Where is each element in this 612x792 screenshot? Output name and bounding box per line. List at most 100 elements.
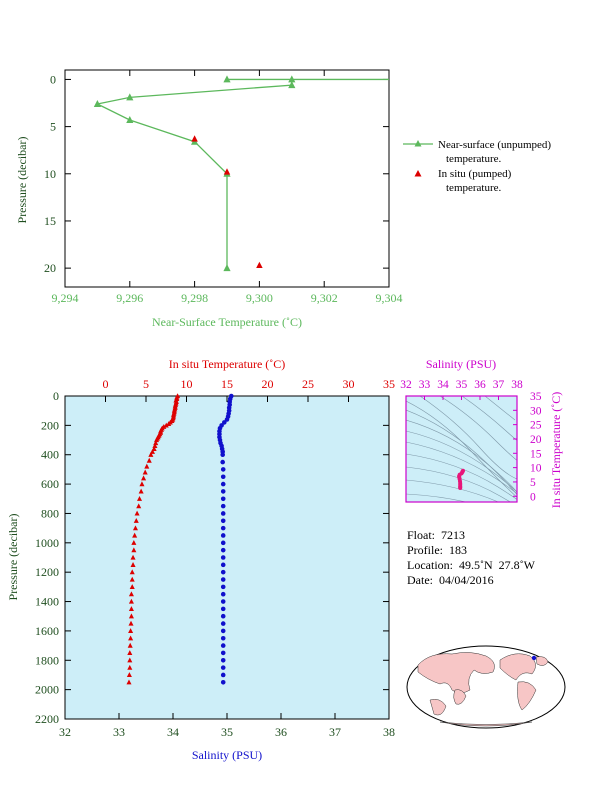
ts-x-tick-label: 36 — [474, 379, 486, 391]
temperature-point — [128, 613, 134, 619]
temperature-point — [139, 481, 145, 487]
near-surface-y-tick-label: 20 — [44, 261, 56, 275]
salinity-point — [220, 591, 226, 597]
temperature-tick-label: 5 — [143, 377, 149, 391]
salinity-point — [220, 481, 226, 487]
temperature-point — [129, 584, 135, 589]
salinity-tick-label: 35 — [221, 725, 233, 739]
near-surface-x-tick-label: 9,298 — [181, 291, 208, 305]
salinity-point — [220, 489, 226, 494]
temperature-tick-label: 20 — [262, 377, 274, 391]
temperature-point — [132, 525, 138, 531]
salinity-tick-label: 33 — [113, 725, 125, 739]
salinity-point — [220, 606, 226, 612]
near-surface-x-tick-label: 9,304 — [376, 291, 403, 305]
temperature-point — [154, 437, 160, 443]
profile-y-tick-label: 1800 — [35, 653, 59, 667]
temperature-point — [166, 421, 172, 426]
near-surface-x-tick-label: 9,296 — [116, 291, 143, 305]
salinity-point — [220, 562, 226, 568]
ts-y-tick-label: 0 — [530, 491, 536, 503]
temperature-point — [126, 672, 132, 678]
pumped-point — [256, 261, 263, 268]
date: Date: 04/04/2016 — [407, 573, 494, 587]
salinity-bottom-axis: 32 33 34 35 36 37 38 — [59, 713, 395, 739]
salinity-point — [220, 635, 226, 641]
temperature-point — [148, 451, 154, 457]
legend-label-unpumped: Near-surface (unpumped) — [438, 139, 551, 151]
salinity-point — [220, 599, 226, 604]
salinity-tick-label: 37 — [329, 725, 341, 739]
temperature-point — [131, 540, 137, 545]
profile-y-tick-label: 1400 — [35, 595, 59, 609]
salinity-point — [220, 533, 226, 538]
ts-y-tick-label: 25 — [530, 420, 542, 432]
temperature-tick-label: 25 — [302, 377, 314, 391]
temperature-point — [129, 569, 135, 575]
ts-x-label: Salinity (PSU) — [426, 357, 496, 371]
near-surface-y-tick-label: 5 — [50, 120, 56, 134]
near-surface-y-tick-label: 15 — [44, 214, 56, 228]
ts-y-tick-label: 20 — [530, 434, 542, 446]
temperature-point — [127, 642, 133, 648]
ts-y-tick-label: 30 — [530, 405, 542, 417]
temperature-top-axis: 0 5 10 15 20 25 30 35 — [103, 377, 395, 402]
salinity-point — [220, 503, 226, 509]
salinity-point — [220, 621, 226, 626]
salinity-point — [220, 518, 226, 524]
salinity-point — [220, 584, 226, 590]
temperature-point — [128, 598, 134, 604]
temperature-tick-label: 30 — [343, 377, 355, 391]
profile-y-axis: 0 200 400 600 800 1000 1200 1400 1600 1800 2000 220… — [35, 389, 389, 726]
salinity-point — [222, 420, 227, 425]
temperature-point — [133, 517, 139, 523]
ts-y-axis: 0 5 10 15 20 25 30 35 — [513, 391, 542, 503]
near-surface-x-tick-label: 9,302 — [311, 291, 338, 305]
legend-label-pumped: In situ (pumped) — [438, 168, 512, 180]
salinity-point — [220, 525, 226, 531]
ts-x-axis: 32 33 34 35 36 37 38 — [400, 379, 523, 400]
near-surface-point — [126, 93, 134, 101]
near-surface-point — [288, 75, 296, 83]
temperature-point — [128, 606, 134, 611]
temperature-tick-label: 15 — [221, 377, 233, 391]
temperature-point — [128, 628, 134, 634]
salinity-point — [220, 547, 226, 553]
salinity-point — [220, 569, 226, 575]
profile-y-tick-label: 0 — [53, 389, 59, 403]
profile-chart: 0200400600800100012001400160018002000220… — [6, 357, 395, 762]
temperature-point — [127, 650, 133, 656]
salinity-point — [220, 555, 226, 560]
near-surface-y-axis: 0 5 10 15 20 — [44, 72, 389, 275]
temperature-point — [141, 475, 147, 481]
profile-plot-frame — [64, 395, 390, 720]
near-surface-point — [288, 81, 296, 89]
temperature-point — [144, 463, 150, 469]
near-surface-point — [223, 75, 231, 83]
legend-label-pumped-2: temperature. — [446, 182, 502, 194]
salinity-axis-label: Salinity (PSU) — [192, 748, 262, 762]
salinity-point — [220, 628, 226, 634]
salinity-point — [220, 496, 226, 502]
temperature-point — [130, 562, 136, 567]
profile-y-tick-label: 2200 — [35, 712, 59, 726]
world-map — [406, 645, 566, 729]
legend: Near-surface (unpumped) temperature. In … — [403, 139, 551, 194]
temperature-point — [127, 664, 133, 670]
near-surface-x-tick-label: 9,294 — [52, 291, 79, 305]
near-surface-y-tick-label: 10 — [44, 167, 56, 181]
temperature-tick-label: 10 — [181, 377, 193, 391]
temperature-point — [146, 457, 152, 463]
temperature-point — [142, 469, 148, 475]
legend-label-unpumped-2: temperature. — [446, 153, 502, 165]
temperature-point — [136, 503, 142, 509]
ts-diagram: 32 33 34 35 36 37 38 0 5 10 15 20 25 30 35 Salinity (… — [400, 357, 563, 508]
ts-x-tick-label: 32 — [400, 379, 412, 391]
salinity-tick-label: 36 — [275, 725, 287, 739]
ts-series — [457, 468, 465, 490]
salinity-point — [220, 672, 226, 678]
profile-y-tick-label: 2000 — [35, 683, 59, 697]
profile-y-tick-label: 400 — [41, 448, 59, 462]
ts-y-tick-label: 10 — [530, 463, 542, 475]
salinity-point — [220, 665, 226, 670]
